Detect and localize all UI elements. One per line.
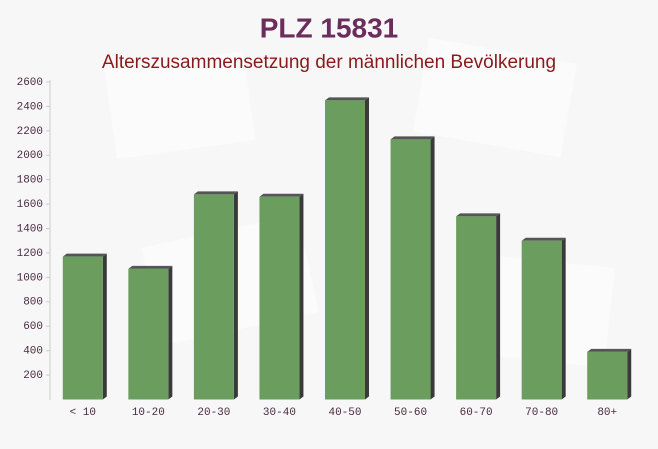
x-tick-label: 20-30 [197, 407, 230, 419]
bar-top [587, 348, 632, 352]
bar [325, 100, 365, 400]
bar-side [233, 191, 238, 400]
y-tick-label: 2400 [17, 101, 43, 113]
bar-top [128, 265, 173, 269]
chart-subtitle: Alterszusammensetzung der männlichen Bev… [102, 52, 556, 73]
y-tick-label: 1800 [17, 175, 43, 187]
bar [587, 351, 628, 400]
bar [259, 196, 300, 400]
x-tick-label: 60-70 [460, 407, 493, 419]
bar [62, 256, 103, 400]
bar-top [521, 237, 566, 241]
chart-title: PLZ 15831 [260, 12, 399, 43]
x-tick-label: < 10 [70, 407, 96, 419]
bar [193, 194, 234, 400]
bar-side [561, 237, 566, 400]
bar-top [259, 193, 304, 197]
x-tick-label: 80+ [597, 407, 617, 419]
x-tick-label: 70-80 [525, 407, 558, 419]
x-tick-label: 10-20 [132, 407, 165, 419]
y-tick-label: 1000 [17, 272, 43, 284]
bar-side [299, 193, 304, 400]
y-tick-label: 2000 [17, 150, 43, 162]
bar-side [627, 348, 632, 400]
x-tick-label: 40-50 [328, 407, 361, 419]
y-tick-label: 400 [23, 346, 43, 358]
bar [521, 240, 562, 400]
bar-side [496, 213, 501, 400]
bar-top [325, 97, 369, 101]
x-tick-label: 50-60 [394, 407, 427, 419]
y-tick-label: 800 [23, 297, 43, 309]
bar-top [193, 191, 238, 195]
bar [390, 139, 431, 400]
y-tick-label: 200 [23, 370, 43, 382]
y-tick-label: 1600 [17, 199, 43, 211]
bar-side [430, 136, 435, 400]
bar-top [390, 136, 435, 140]
bar [128, 268, 169, 400]
bar-side [168, 265, 173, 400]
bar-top [62, 253, 107, 257]
bar [456, 216, 497, 400]
bar-top [456, 213, 501, 217]
bar-side [365, 97, 369, 400]
y-tick-label: 2600 [17, 77, 43, 89]
x-tick-label: 30-40 [263, 407, 296, 419]
y-tick-label: 1200 [17, 248, 43, 260]
bar-side [102, 253, 107, 400]
y-tick-label: 2200 [17, 126, 43, 138]
y-tick-label: 600 [23, 321, 43, 333]
y-tick-label: 1400 [17, 223, 43, 235]
